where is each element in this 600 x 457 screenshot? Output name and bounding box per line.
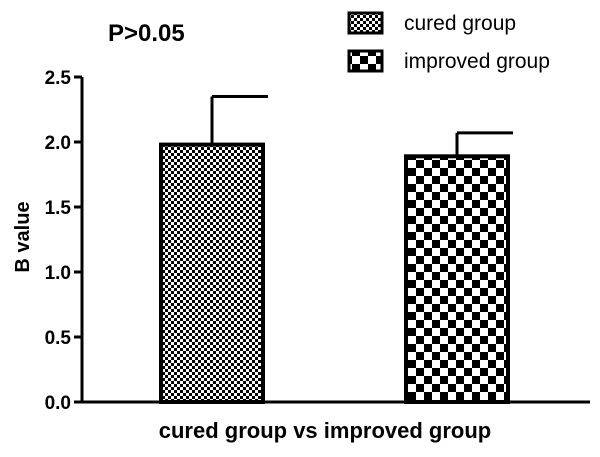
bar [159,142,265,404]
legend: cured group improved group [347,11,550,73]
y-axis: 0.0 0.5 1.0 1.5 2.0 2.5 [45,68,84,414]
y-tick-label: 1.5 [45,198,72,219]
legend-label: cured group [404,12,516,35]
y-tick-label: 2.0 [45,133,71,154]
y-tick-label: 0.0 [45,393,71,414]
bar [404,154,510,404]
significance-annotation: P>0.05 [108,20,185,47]
legend-swatch [347,11,384,35]
y-tick-label: 1.0 [45,263,71,284]
bars [74,95,590,404]
x-axis-label: cured group vs improved group [159,418,491,443]
y-tick-label: 0.5 [45,328,72,349]
y-axis-label: B value [12,201,34,272]
legend-swatch [347,49,384,73]
y-tick-label: 2.5 [45,68,72,89]
legend-label: improved group [404,50,550,73]
